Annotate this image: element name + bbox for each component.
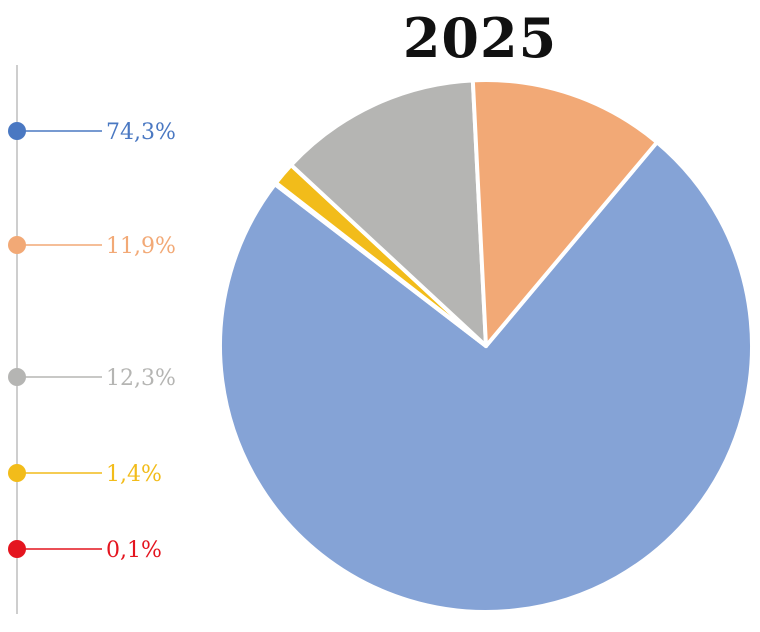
pie-slice [470,78,659,348]
data-label: 1,4% [106,462,162,487]
data-label: 12,3% [106,366,176,391]
legend-dot [8,236,26,254]
pie-slice [289,78,488,348]
legend-dot [8,464,26,482]
legend: 74,3% 11,9% 12,3% 1,4% 0,1% [8,65,176,614]
data-label: 74,3% [106,120,176,145]
legend-dot [8,368,26,386]
data-label: 0,1% [106,538,162,563]
data-label: 11,9% [106,234,176,259]
chart-title: 2025 [402,6,558,70]
legend-dot [8,122,26,140]
pie-slices [218,78,754,614]
pie-slice [218,140,754,614]
legend-dot [8,540,26,558]
